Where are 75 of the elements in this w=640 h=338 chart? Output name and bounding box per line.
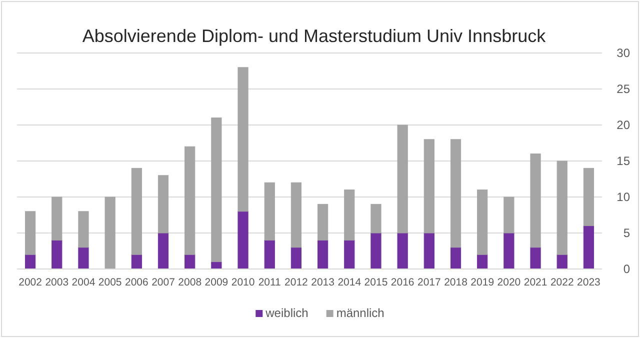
- bar: [52, 240, 62, 270]
- bar: [238, 211, 248, 270]
- bar: [397, 124, 408, 234]
- bar: [424, 139, 434, 234]
- x-tick-label: 2009: [204, 276, 228, 288]
- bar: [344, 240, 355, 270]
- bar: [290, 247, 302, 270]
- x-tick-label: 2011: [258, 276, 282, 288]
- bar: [504, 196, 514, 234]
- bar: [397, 232, 408, 270]
- y-tick-label: 5: [623, 226, 630, 240]
- x-tick-label: 2003: [45, 276, 69, 288]
- bar: [450, 247, 462, 270]
- bar: [504, 232, 514, 270]
- bar: [317, 204, 328, 240]
- y-tick-label: 0: [623, 262, 630, 276]
- y-tick-label: 20: [616, 118, 630, 132]
- y-tick-label: 15: [616, 154, 630, 168]
- bar: [556, 254, 568, 270]
- bar: [104, 196, 116, 270]
- bar: [317, 240, 328, 270]
- bar: [477, 254, 488, 270]
- bar: [477, 190, 488, 255]
- bar: [264, 182, 275, 240]
- bar: [184, 146, 196, 255]
- bar: [24, 211, 36, 255]
- x-tick-label: 2019: [470, 276, 494, 288]
- bar: [583, 226, 594, 270]
- x-tick-label: 2005: [98, 276, 122, 288]
- bar: [131, 254, 142, 270]
- x-tick-label: 2020: [497, 276, 521, 288]
- bar: [184, 254, 196, 270]
- bar: [158, 232, 169, 270]
- x-tick-label: 2023: [577, 276, 601, 288]
- legend-label: männlich: [336, 306, 384, 320]
- x-tick-label: 2021: [524, 276, 548, 288]
- bar: [211, 262, 222, 270]
- y-tick-label: 25: [616, 82, 630, 96]
- x-tick-label: 2017: [417, 276, 441, 288]
- bar: [211, 118, 222, 262]
- bar: [264, 240, 275, 270]
- bar: [78, 211, 89, 248]
- y-tick-label: 10: [616, 190, 630, 204]
- bar: [158, 175, 169, 234]
- x-tick-label: 2022: [550, 276, 574, 288]
- x-tick-label: 2013: [311, 276, 335, 288]
- x-tick-label: 2004: [72, 276, 96, 288]
- x-tick-label: 2016: [390, 276, 414, 288]
- bar: [24, 254, 36, 270]
- bar: [370, 232, 382, 270]
- bar: [583, 168, 594, 226]
- y-tick-label: 30: [616, 46, 630, 60]
- bar: [344, 190, 355, 240]
- bar: [370, 204, 382, 234]
- x-tick-label: 2002: [18, 276, 42, 288]
- legend-label: weiblich: [264, 306, 308, 320]
- bar: [52, 196, 62, 240]
- bar: [238, 67, 248, 212]
- x-tick-label: 2007: [152, 276, 176, 288]
- bar: [424, 232, 434, 270]
- x-tick-label: 2006: [124, 276, 148, 288]
- bar: [290, 182, 302, 248]
- chart-title: Absolvierende Diplom- und Masterstudium Univ Innsbruck: [82, 26, 547, 46]
- x-tick-label: 2015: [364, 276, 388, 288]
- x-tick-label: 2010: [231, 276, 255, 288]
- x-tick-label: 2008: [178, 276, 202, 288]
- x-tick-label: 2012: [284, 276, 308, 288]
- bar: [530, 247, 541, 270]
- x-tick-label: 2014: [338, 276, 362, 288]
- bar: [78, 247, 89, 270]
- bar: [556, 160, 568, 255]
- x-tick-label: 2018: [444, 276, 468, 288]
- bar: [131, 168, 142, 255]
- bar: [530, 154, 541, 248]
- bar: [450, 139, 462, 248]
